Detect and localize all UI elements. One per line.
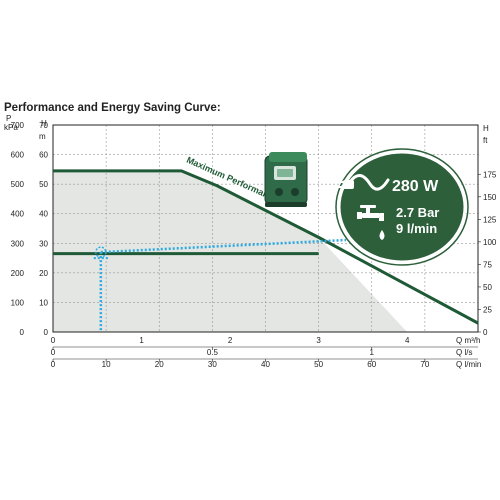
h-m-tick-label: 60 <box>39 151 48 160</box>
p-tick-label: 0 <box>20 328 25 337</box>
h-ft-tick-label: 175 <box>483 170 497 179</box>
q-m3h-tick-label: 1 <box>139 336 144 345</box>
p-axis-name: P <box>6 114 11 123</box>
q-m3h-tick-label: 3 <box>316 336 321 345</box>
q-m3h-tick-label: 2 <box>228 336 233 345</box>
h-m-tick-label: 50 <box>39 180 48 189</box>
p-tick-label: 600 <box>11 151 25 160</box>
q-lmin-tick-label: 70 <box>420 360 429 369</box>
q-lmin-tick-label: 20 <box>155 360 164 369</box>
p-tick-label: 400 <box>11 210 25 219</box>
operating-point-layer <box>93 238 347 332</box>
badge-flow-value: 9 l/min <box>396 221 437 236</box>
h-m-tick-label: 30 <box>39 239 48 248</box>
p-tick-label: 700 <box>11 121 25 130</box>
badge-pressure-value: 2.7 Bar <box>396 205 439 220</box>
q-lmin-tick-label: 40 <box>261 360 270 369</box>
right-axis-unit: ft <box>483 136 488 145</box>
chart-title: Performance and Energy Saving Curve: <box>4 102 221 114</box>
operating-point-marker <box>95 246 107 258</box>
h-m-tick-label: 10 <box>39 298 48 307</box>
q-m3h-tick-label: 4 <box>405 336 410 345</box>
q-ls-tick-label: 1 <box>370 348 375 357</box>
shade-layer <box>53 170 408 332</box>
q-ls-tick-label: 0.5 <box>207 348 219 357</box>
q-lmin-tick-label: 60 <box>367 360 376 369</box>
plot-frame <box>52 124 479 333</box>
q-lmin-tick-label: 30 <box>208 360 217 369</box>
p-tick-label: 200 <box>11 269 25 278</box>
q-m3h-tick-label: 0 <box>51 336 56 345</box>
p-tick-label: 100 <box>11 298 25 307</box>
q-ls-unit: Q l/s <box>456 348 472 357</box>
h-ft-tick-label: 125 <box>483 215 497 224</box>
q-m3h-unit: Q m³/h <box>456 336 480 345</box>
axes-layer <box>52 124 479 333</box>
q-lmin-tick-label: 10 <box>102 360 111 369</box>
operating-point-pointer <box>100 238 347 254</box>
p-tick-label: 300 <box>11 239 25 248</box>
h-m-tick-label: 0 <box>44 328 49 337</box>
badge-power-value: 280 W <box>392 178 439 195</box>
q-lmin-tick-label: 50 <box>314 360 323 369</box>
p-tick-label: 500 <box>11 180 25 189</box>
h-ft-tick-label: 75 <box>483 260 492 269</box>
pump-device-icon <box>264 152 308 207</box>
p-axis-unit: kPa <box>4 123 18 132</box>
right-axis-name: H <box>483 124 489 133</box>
h-m-tick-label: 70 <box>39 121 48 130</box>
h-ft-tick-label: 150 <box>483 193 497 202</box>
energy-badge: 280 W 2.7 Bar 9 l/min <box>335 148 469 266</box>
h-m-tick-label: 40 <box>39 210 48 219</box>
energy-saving-area <box>53 170 408 332</box>
h-ft-tick-label: 50 <box>483 283 492 292</box>
h-m-tick-label: 20 <box>39 269 48 278</box>
q-lmin-tick-label: 0 <box>51 360 56 369</box>
q-ls-tick-label: 0 <box>51 348 56 357</box>
h-ft-tick-label: 0 <box>483 328 488 337</box>
q-lmin-unit: Q l/min <box>456 360 481 369</box>
h-axis-unit: m <box>39 132 46 141</box>
water-tap-icon <box>357 205 384 221</box>
h-ft-tick-label: 100 <box>483 238 497 247</box>
power-plug-icon <box>337 174 390 191</box>
h-ft-tick-label: 25 <box>483 305 492 314</box>
water-drop-icon <box>379 230 385 240</box>
h-axis-name: H <box>41 119 47 128</box>
